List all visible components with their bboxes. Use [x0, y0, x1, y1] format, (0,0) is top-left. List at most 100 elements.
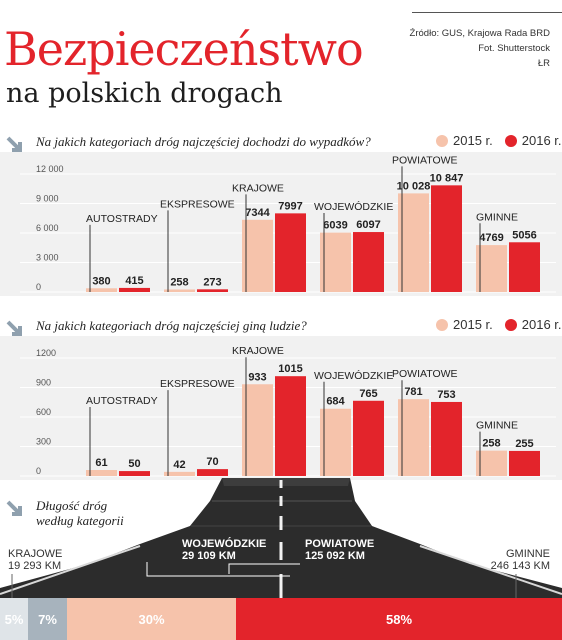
- gminne-name: GMINNE: [506, 548, 550, 560]
- legend-2015-label: 2015 r.: [453, 317, 493, 332]
- data-label: 6097: [356, 219, 380, 231]
- data-label: 684: [326, 396, 345, 408]
- y-tick-label: 600: [36, 407, 51, 417]
- y-tick-label: 900: [36, 378, 51, 388]
- y-tick-label: 1200: [36, 348, 56, 358]
- page-title: Bezpieczeństwo: [4, 22, 364, 76]
- data-label: 7997: [278, 200, 302, 212]
- road-illustration: [0, 478, 562, 598]
- data-label: 50: [128, 458, 140, 470]
- legend-2016-label: 2016 r.: [521, 133, 562, 148]
- road-label-krajowe: KRAJOWE 19 293 KM: [8, 548, 62, 572]
- road-length-title-line1: Długość dróg: [36, 498, 108, 513]
- bar-gminne-2016: [509, 450, 540, 476]
- bar-krajowe-2015: [242, 219, 273, 292]
- bar-gminne-2016: [509, 242, 540, 292]
- arrow-down-right-icon: [6, 320, 22, 336]
- chart1-question: Na jakich kategoriach dróg najczęściej d…: [36, 134, 371, 149]
- data-label: 61: [95, 457, 107, 469]
- share-segment: 30%: [67, 598, 236, 640]
- category-label: WOJEWÓDZKIE: [314, 200, 393, 213]
- y-tick-label: 0: [36, 282, 41, 292]
- bar-autostrady-2015: [86, 288, 117, 292]
- bar-autostrady-2016: [119, 471, 150, 476]
- road-label-wojewodzkie: WOJEWÓDZKIE 29 109 KM: [182, 538, 266, 562]
- bar-powiatowe-2015: [398, 399, 429, 476]
- category-label: EKSPRESOWE: [160, 378, 235, 390]
- category-label: GMINNE: [476, 420, 518, 432]
- y-tick-label: 6 000: [36, 223, 59, 233]
- share-segment: 58%: [236, 598, 562, 640]
- data-label: 7344: [245, 207, 270, 219]
- bar-ekspresowe-2016: [197, 469, 228, 476]
- data-label: 415: [125, 275, 143, 287]
- krajowe-name: KRAJOWE: [8, 548, 63, 560]
- page-subtitle: na polskich drogach: [6, 78, 283, 109]
- data-label: 255: [515, 438, 533, 450]
- chart1-accidents: 0 3 000 6 000 9 000 12 000 380 415 AUTOSTRADY 25…: [20, 154, 556, 293]
- bar-autostrady-2015: [86, 470, 117, 476]
- data-label: 4769: [479, 232, 503, 244]
- bar-autostrady-2016: [119, 287, 150, 292]
- data-label: 781: [404, 386, 422, 398]
- legend-2015: 2015 r.: [436, 317, 493, 332]
- bar-krajowe-2016: [275, 376, 306, 476]
- data-label: 42: [173, 459, 185, 471]
- source-note: Źródło: GUS, Krajowa Rada BRD Fot. Shutt…: [410, 26, 550, 71]
- legend-2016: 2016 r.: [504, 317, 562, 332]
- bar-ekspresowe-2015: [164, 289, 195, 292]
- wojewodzkie-name: WOJEWÓDZKIE: [182, 538, 267, 550]
- krajowe-km: 19 293 KM: [8, 560, 62, 572]
- data-label: 5056: [512, 229, 536, 241]
- data-label: 10 028: [397, 180, 431, 192]
- legend-2016-label: 2016 r.: [521, 317, 562, 332]
- bar-wojewódzkie-2015: [320, 232, 351, 292]
- category-label: WOJEWÓDZKIE: [314, 369, 393, 382]
- data-label: 1015: [278, 363, 302, 375]
- category-label: AUTOSTRADY: [86, 395, 158, 407]
- y-tick-label: 12 000: [36, 164, 64, 174]
- legend-2016: 2016 r.: [504, 133, 562, 148]
- category-label: KRAJOWE: [232, 182, 284, 194]
- data-label: 258: [170, 276, 188, 288]
- data-label: 273: [203, 276, 221, 288]
- bar-ekspresowe-2015: [164, 471, 195, 476]
- y-tick-label: 0: [36, 466, 41, 476]
- top-rule: [412, 12, 562, 13]
- road-label-powiatowe: POWIATOWE 125 092 KM: [305, 538, 374, 562]
- data-label: 6039: [323, 220, 347, 232]
- category-label: POWIATOWE: [392, 154, 458, 166]
- bar-powiatowe-2015: [398, 193, 429, 292]
- source-line: Źródło: GUS, Krajowa Rada BRD: [409, 28, 550, 39]
- y-tick-label: 3 000: [36, 253, 59, 263]
- bar-wojewódzkie-2016: [353, 400, 384, 476]
- y-tick-label: 300: [36, 437, 51, 447]
- category-label: POWIATOWE: [392, 368, 458, 380]
- road-label-leaders: [11, 574, 517, 598]
- legend-2015-swatch: [436, 134, 448, 147]
- y-tick-label: 9 000: [36, 194, 59, 204]
- data-label: 933: [248, 371, 266, 383]
- share-segment: 7%: [28, 598, 67, 640]
- chart2-question: Na jakich kategoriach dróg najczęściej g…: [36, 318, 307, 333]
- bar-powiatowe-2016: [431, 401, 462, 476]
- legend-2016-swatch: [504, 318, 517, 331]
- bar-ekspresowe-2016: [197, 289, 228, 292]
- data-label: 380: [92, 275, 110, 287]
- data-label: 753: [437, 389, 455, 401]
- bar-powiatowe-2016: [431, 185, 462, 292]
- bar-krajowe-2015: [242, 384, 273, 476]
- arrow-down-right-icon: [6, 500, 22, 516]
- powiatowe-name: POWIATOWE: [305, 538, 375, 550]
- legend-2016-swatch: [504, 134, 517, 147]
- bar-gminne-2015: [476, 450, 507, 476]
- chart2-fatalities: 0 300 600 900 1200 61 50 AUTOSTRADY 42 70 EKSPRESO…: [20, 345, 556, 477]
- wojewodzkie-km: 29 109 KM: [182, 550, 236, 562]
- chart2-legend: 2015 r. 2016 r.: [424, 317, 562, 332]
- road-label-gminne: GMINNE 246 143 KM: [491, 548, 550, 572]
- bar-krajowe-2016: [275, 213, 306, 292]
- road-length-title-line2: według kategorii: [36, 513, 124, 528]
- bar-wojewódzkie-2016: [353, 232, 384, 292]
- category-label: KRAJOWE: [232, 345, 284, 357]
- category-label: AUTOSTRADY: [86, 213, 158, 225]
